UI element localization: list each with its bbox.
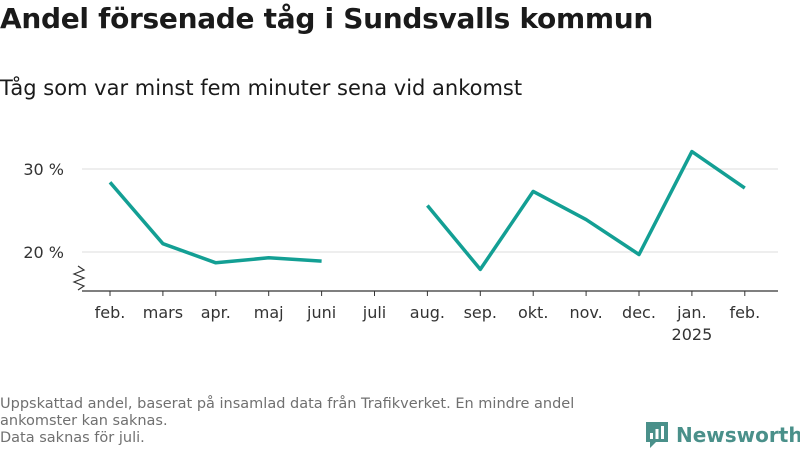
data-series <box>108 149 746 272</box>
x-tick-label: juni <box>306 303 336 322</box>
x-tick-label: jan. <box>676 303 706 322</box>
x-tick-year-label: 2025 <box>672 325 713 344</box>
x-tick-label: nov. <box>569 303 602 322</box>
footnote: Uppskattad andel, baserat på insamlad da… <box>0 396 640 447</box>
footnote-line: Uppskattad andel, baserat på insamlad da… <box>0 396 575 412</box>
line-chart: 20 % 30 % feb. mars apr. maj juni juli aug. sep.… <box>23 149 778 344</box>
axis-break-mark <box>72 265 86 291</box>
y-tick-label: 20 % <box>23 243 64 262</box>
x-tick-label: dec. <box>622 303 656 322</box>
footnote-line: ankomster kan saknas. <box>0 413 168 429</box>
x-tick-label: okt. <box>518 303 548 322</box>
x-axis-ticks: feb. mars apr. maj juni juli aug. sep. okt. nov. d… <box>95 291 760 344</box>
x-tick-label: feb. <box>95 303 126 322</box>
x-tick-label: apr. <box>201 303 231 322</box>
x-tick-label: mars <box>143 303 183 322</box>
x-axis <box>72 265 778 292</box>
chart-title: Andel försenade tåg i Sundsvalls kommun <box>0 2 654 35</box>
x-tick-label: juli <box>362 303 386 322</box>
x-tick-label: maj <box>254 303 284 322</box>
brand-name: Newsworthy <box>676 423 800 447</box>
brand-logo: Newsworthy <box>644 420 800 450</box>
x-tick-label: aug. <box>410 303 445 322</box>
x-tick-label: feb. <box>729 303 760 322</box>
series-line <box>426 149 746 272</box>
grid-lines <box>82 168 778 253</box>
footnote-line: Data saknas för juli. <box>0 430 145 446</box>
x-tick-label: sep. <box>464 303 497 322</box>
y-axis-ticks: 20 % 30 % <box>23 160 64 262</box>
series-line <box>108 181 322 265</box>
chart-subtitle: Tåg som var minst fem minuter sena vid a… <box>0 76 523 100</box>
y-tick-label: 30 % <box>23 160 64 179</box>
newsworthy-logo-icon <box>646 422 668 448</box>
